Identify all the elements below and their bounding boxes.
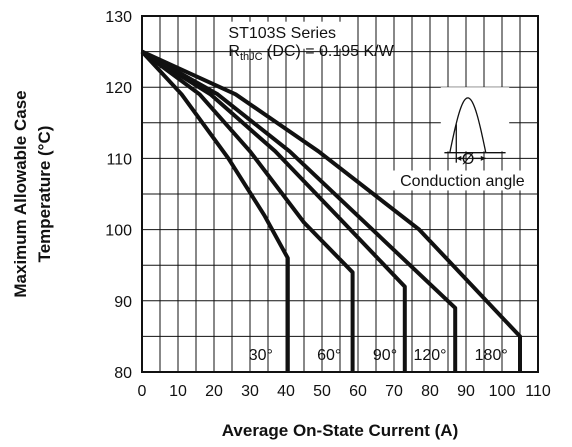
y-tick-label: 80	[114, 365, 132, 382]
conduction-angle-inset: Ø Conduction angle	[388, 87, 537, 191]
x-tick-label: 0	[138, 383, 147, 400]
series-line	[140, 49, 355, 372]
thermal-resistance-text: RthJC (DC) = 0.195 K/W	[228, 43, 394, 63]
y-tick-label: 100	[105, 223, 132, 240]
series-label: 180°	[475, 347, 508, 364]
series-label: 60°	[317, 347, 341, 364]
resistance-value: (DC) = 0.195 K/W	[263, 43, 395, 60]
x-tick-label: 90	[457, 383, 475, 400]
x-tick-label: 100	[489, 383, 516, 400]
grid-layer	[142, 16, 538, 372]
series-line	[140, 50, 290, 372]
x-tick-label: 80	[421, 383, 439, 400]
series-label: 90°	[373, 347, 397, 364]
y-tick-label: 90	[114, 294, 132, 311]
angle-symbol: Ø	[462, 151, 474, 168]
x-axis-label: Average On-State Current (A)	[222, 421, 458, 440]
resistance-subscript: thJC	[240, 51, 263, 63]
caption-background	[388, 170, 537, 191]
y-tick-label: 130	[105, 9, 132, 26]
series-name-text: ST103S Series	[228, 25, 336, 42]
series-labels: 30° 60° 90° 120° 180°	[249, 347, 508, 364]
curves-layer	[140, 49, 522, 372]
x-tick-label: 60	[349, 383, 367, 400]
x-tick-label: 10	[169, 383, 187, 400]
x-tick-label: 40	[277, 383, 295, 400]
y-tick-label: 110	[106, 151, 132, 168]
x-tick-label: 20	[205, 383, 223, 400]
y-axis-label-line-2: Temperature (°C)	[35, 126, 54, 263]
x-tick-label: 50	[313, 383, 331, 400]
x-tick-label: 30	[241, 383, 259, 400]
conduction-angle-caption: Conduction angle	[400, 173, 525, 190]
y-axis-label-line-1: Maximum Allowable Case	[11, 90, 30, 297]
resistance-symbol: R	[228, 43, 240, 60]
series-line	[140, 49, 407, 372]
y-tick-label: 120	[105, 80, 132, 97]
plot-frame	[141, 15, 539, 373]
series-annotation: ST103S Series RthJC (DC) = 0.195 K/W	[224, 21, 395, 63]
series-line	[141, 49, 458, 372]
tick-labels: 0 10 20 30 40 50 60 70 80 90 100 110 80 90 100 110 120 13…	[105, 9, 551, 400]
series-label: 120°	[413, 347, 446, 364]
x-tick-label: 70	[385, 383, 403, 400]
series-label: 30°	[249, 347, 273, 364]
x-tick-label: 110	[525, 383, 551, 400]
annotation-background	[224, 21, 351, 49]
series-line	[141, 49, 522, 372]
inset-background	[440, 87, 510, 152]
